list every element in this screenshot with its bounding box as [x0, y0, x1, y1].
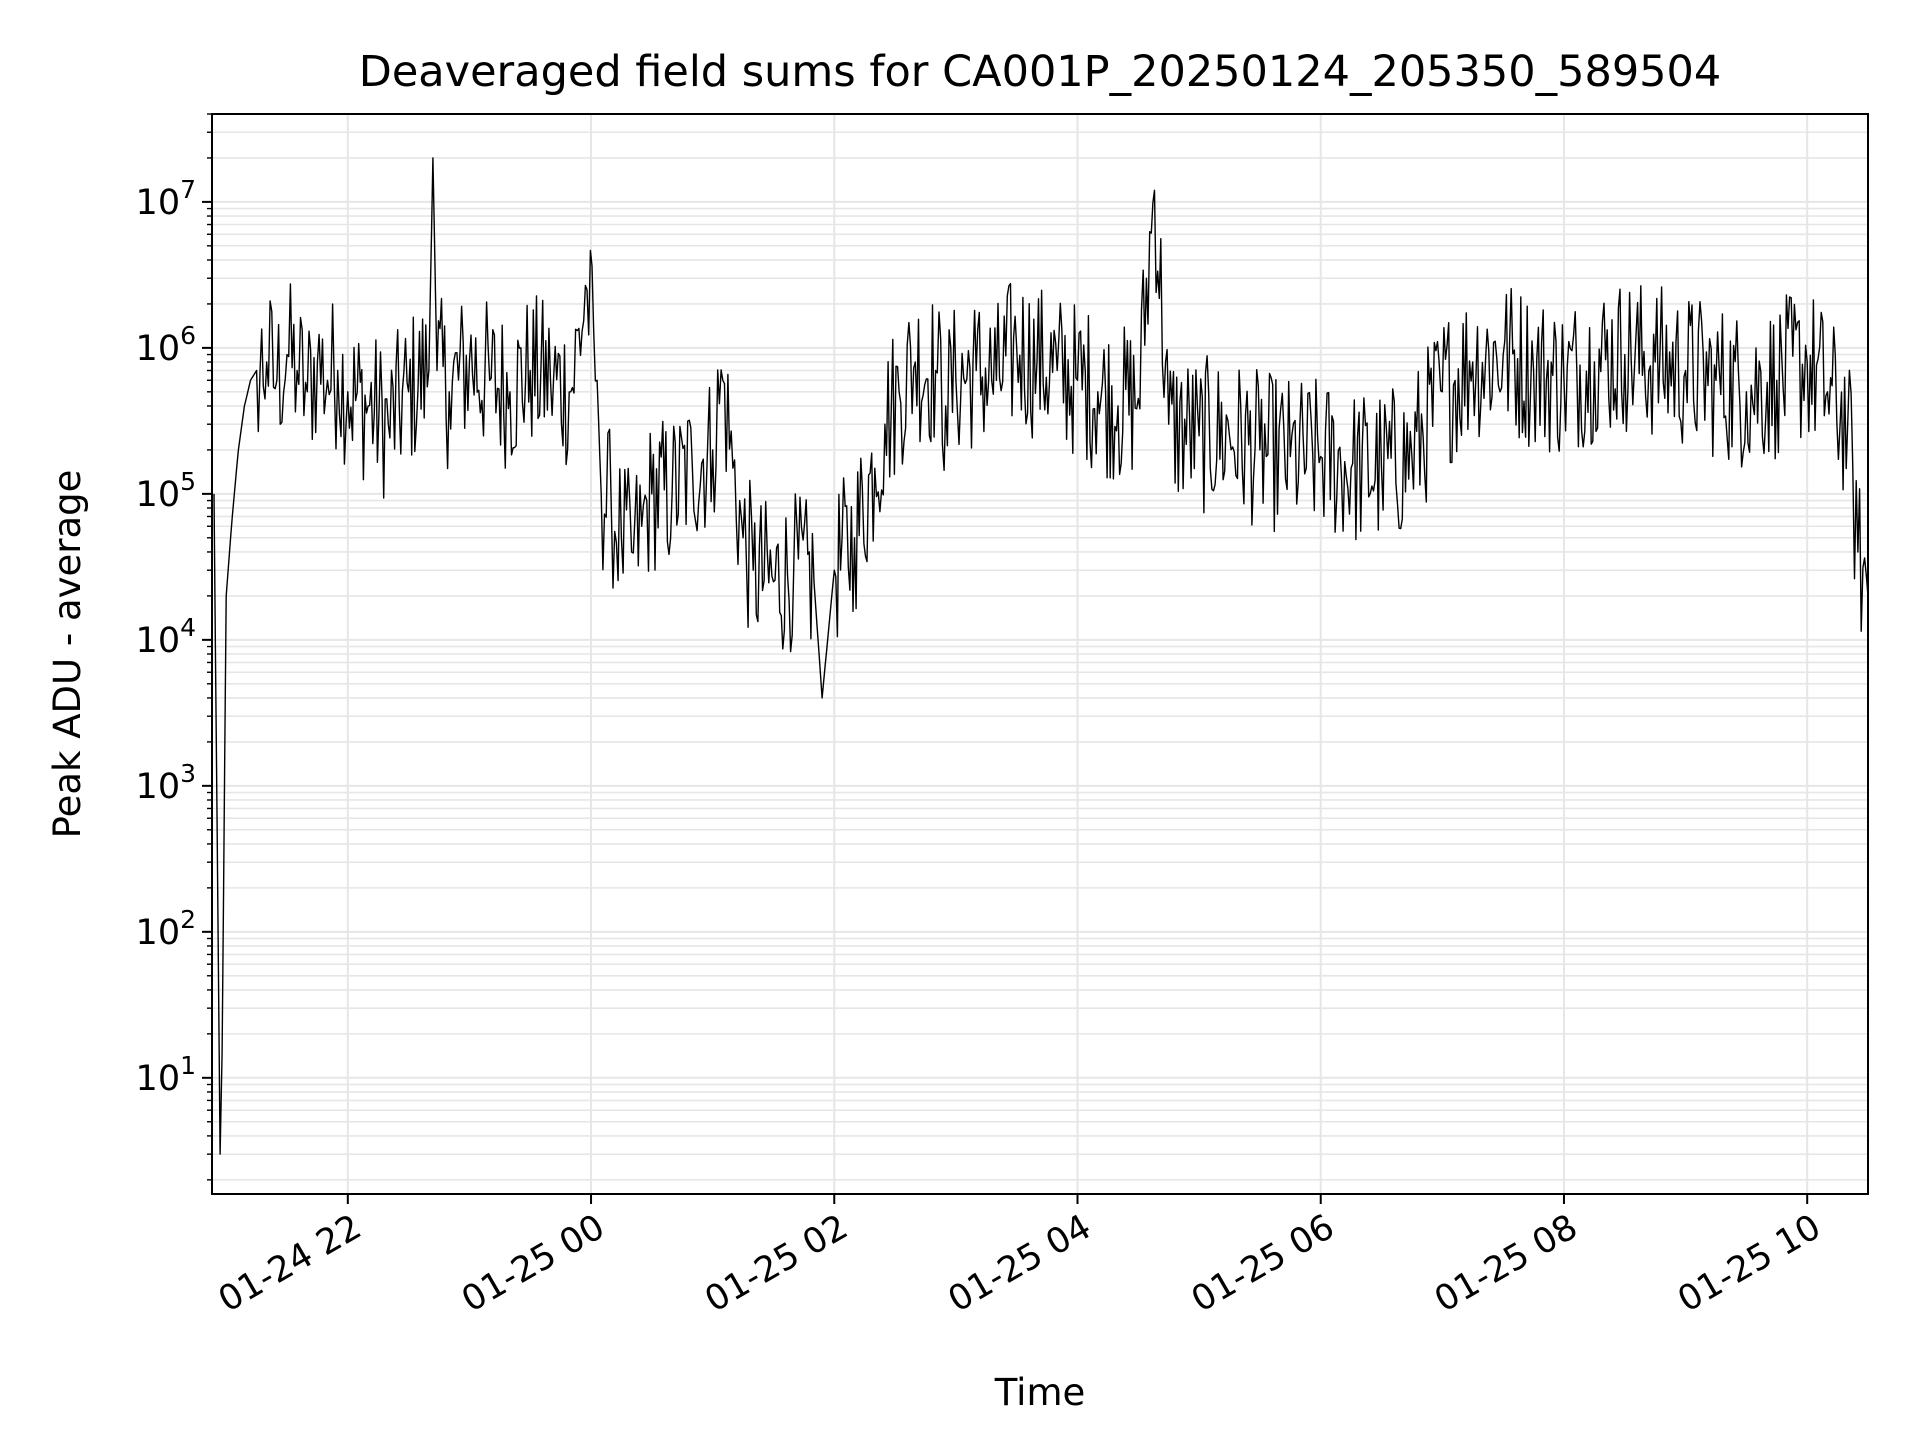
y-tick-label: 105: [136, 467, 196, 515]
chart-title: Deaveraged field sums for CA001P_2025012…: [359, 47, 1722, 97]
series-line: [213, 157, 1868, 1155]
y-tick-label: 103: [136, 759, 196, 807]
plot-area: [213, 157, 1868, 1155]
y-axis: 101 102 103 104 105 106 107: [136, 113, 212, 1181]
y-axis-label: Peak ADU - average: [46, 470, 89, 839]
x-axis-label: Time: [994, 1371, 1086, 1414]
y-tick-label: 104: [136, 613, 196, 661]
grid-lines: [212, 113, 1868, 1194]
y-tick-label: 106: [136, 321, 196, 369]
y-tick-label: 102: [136, 905, 196, 953]
series-group: [213, 157, 1868, 1155]
y-tick-label: 107: [136, 175, 196, 223]
y-tick-label: 101: [136, 1051, 196, 1099]
